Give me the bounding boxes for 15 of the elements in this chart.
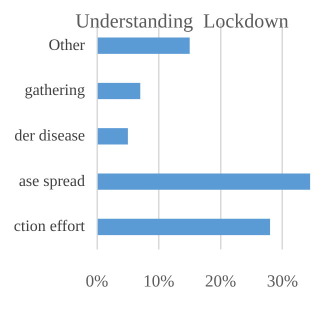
x-tick-label: 20%	[205, 271, 236, 290]
y-tick-label: ase spread	[18, 172, 85, 190]
chart-title: Understanding Lockdown	[75, 10, 289, 32]
bar	[98, 218, 270, 236]
x-tick-label: 10%	[143, 271, 174, 290]
bar	[98, 173, 310, 190]
y-tick-label: der disease	[14, 128, 85, 145]
bar	[98, 38, 190, 54]
y-tick-label: Other	[48, 36, 86, 54]
x-tick-label: 0%	[86, 271, 108, 290]
x-tick-label: 30%	[266, 271, 298, 290]
y-tick-label: gathering	[24, 82, 85, 100]
bar	[98, 82, 140, 100]
y-tick-label: ction effort	[14, 218, 86, 236]
bar	[98, 128, 128, 144]
